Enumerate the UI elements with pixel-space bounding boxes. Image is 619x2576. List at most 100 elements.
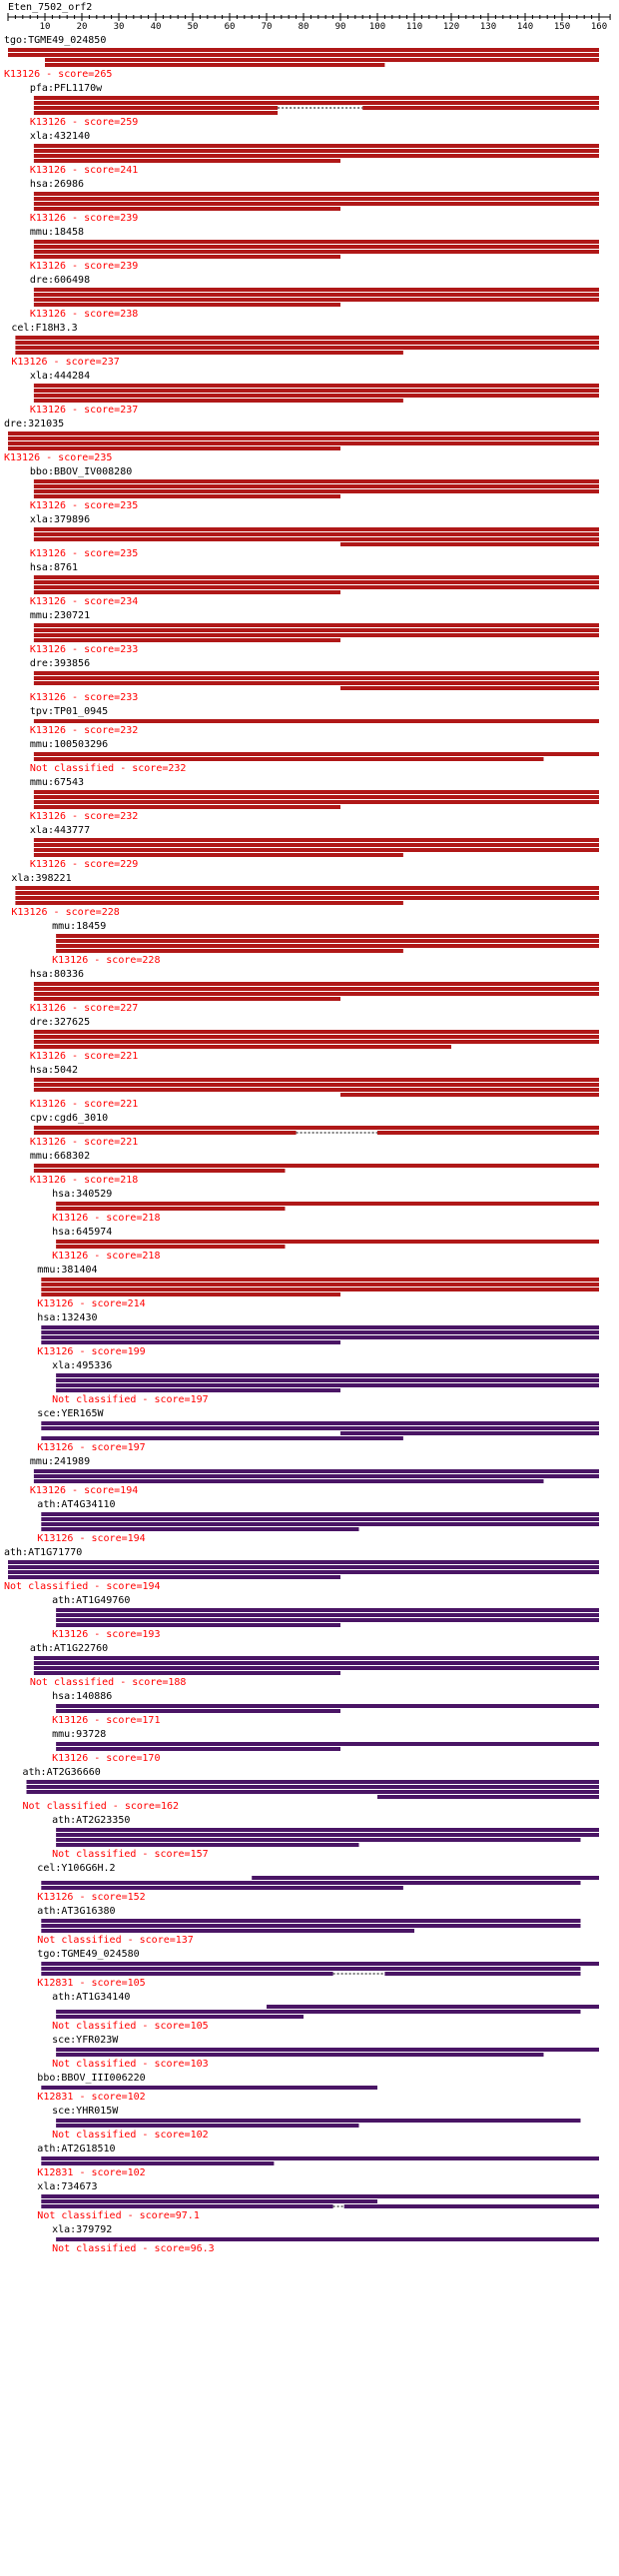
hit-block[interactable]: hsa:80336 K13126 - score=227 — [30, 969, 599, 1014]
gene-id[interactable]: hsa:5042 — [30, 1065, 78, 1076]
hit-block[interactable]: dre:606498 K13126 - score=238 — [30, 275, 599, 320]
hit-block[interactable]: mmu:18459 K13126 - score=228 — [52, 921, 600, 966]
gene-id[interactable]: tgo:TGME49_024850 — [4, 35, 106, 46]
gene-id[interactable]: dre:321035 — [4, 419, 64, 429]
gene-id[interactable]: mmu:241989 — [30, 1456, 90, 1467]
hit-block[interactable]: cel:F18H3.3 K13126 - score=237 — [11, 323, 599, 368]
gene-id[interactable]: mmu:18458 — [30, 227, 84, 238]
hit-block[interactable]: mmu:668302 K13126 - score=218 — [30, 1151, 599, 1186]
gene-id[interactable]: hsa:8761 — [30, 562, 78, 573]
hit-block[interactable]: cel:Y106G6H.2 K13126 - score=152 — [37, 1863, 599, 1903]
hit-block[interactable]: xla:444284 K13126 - score=237 — [30, 371, 599, 416]
hit-block[interactable]: ath:AT1G49760 K13126 - score=193 — [52, 1595, 600, 1640]
hit-block[interactable]: ath:AT4G34110 K13126 - score=194 — [37, 1499, 600, 1544]
hit-block[interactable]: hsa:132430 K13126 - score=199 — [37, 1312, 600, 1357]
gene-id[interactable]: ath:AT2G23350 — [52, 1815, 130, 1826]
hit-block[interactable]: xla:495336 Not classified - score=197 — [52, 1360, 600, 1405]
gene-id[interactable]: mmu:230721 — [30, 610, 90, 621]
gene-id[interactable]: ath:AT4G34110 — [37, 1499, 115, 1510]
hit-block[interactable]: dre:321035 K13126 - score=235 — [4, 419, 599, 463]
hit-block[interactable]: sce:YHR015W Not classified - score=102 — [52, 2106, 581, 2141]
hit-block[interactable]: dre:327625 K13126 - score=221 — [30, 1017, 599, 1062]
hit-block[interactable]: pfa:PFL1170w K13126 - score=259 — [30, 83, 599, 128]
gene-id[interactable]: dre:327625 — [30, 1017, 90, 1028]
hit-block[interactable]: mmu:67543 K13126 - score=232 — [30, 777, 599, 822]
gene-id[interactable]: dre:606498 — [30, 275, 90, 286]
hit-block[interactable]: sce:YER165W K13126 - score=197 — [37, 1408, 600, 1453]
hit-block[interactable]: ath:AT1G22760 Not classified - score=188 — [30, 1643, 599, 1688]
gene-id[interactable]: tpv:TP01_0945 — [30, 706, 108, 717]
hit-block[interactable]: xla:432140 K13126 - score=241 — [30, 131, 599, 176]
hit-block[interactable]: mmu:93728 K13126 - score=170 — [52, 1729, 600, 1764]
gene-id[interactable]: cpv:cgd6_3010 — [30, 1113, 108, 1124]
gene-id[interactable]: hsa:140886 — [52, 1691, 112, 1702]
hit-block[interactable]: dre:393856 K13126 - score=233 — [30, 658, 599, 703]
gene-id[interactable]: hsa:340529 — [52, 1189, 112, 1200]
hit-block[interactable]: bbo:BBOV_III006220 K12831 - score=102 — [37, 2073, 378, 2103]
gene-id[interactable]: dre:393856 — [30, 658, 90, 669]
hit-block[interactable]: bbo:BBOV_IV008280 K13126 - score=235 — [30, 466, 599, 511]
hit-block[interactable]: cpv:cgd6_3010 K13126 - score=221 — [30, 1113, 599, 1148]
gene-id[interactable]: xla:734673 — [37, 2181, 97, 2192]
gene-id[interactable]: ath:AT1G49760 — [52, 1595, 130, 1606]
hit-block[interactable]: tpv:TP01_0945 K13126 - score=232 — [30, 706, 599, 736]
hit-block[interactable]: ath:AT1G34140 Not classified - score=105 — [52, 1992, 599, 2032]
hit-block[interactable]: mmu:18458 K13126 - score=239 — [30, 227, 599, 272]
gene-id[interactable]: sce:YER165W — [37, 1408, 104, 1419]
hit-block[interactable]: tgo:TGME49_024850 K13126 - score=265 — [4, 35, 599, 80]
gene-id[interactable]: bbo:BBOV_III006220 — [37, 2073, 145, 2084]
gene-id[interactable]: tgo:TGME49_024580 — [37, 1949, 139, 1960]
gene-id[interactable]: mmu:100503296 — [30, 739, 108, 750]
hit-block[interactable]: ath:AT2G23350 Not classified - score=157 — [52, 1815, 600, 1860]
gene-id[interactable]: ath:AT1G71770 — [4, 1547, 82, 1558]
gene-id[interactable]: xla:443777 — [30, 825, 90, 836]
gene-id[interactable]: hsa:26986 — [30, 179, 84, 190]
hit-block[interactable]: hsa:26986 K13126 - score=239 — [30, 179, 599, 224]
gene-id[interactable]: hsa:645974 — [52, 1227, 112, 1238]
gene-id[interactable]: cel:Y106G6H.2 — [37, 1863, 115, 1874]
hit-block[interactable]: tgo:TGME49_024580 K12831 - score=105 — [37, 1949, 600, 1989]
gene-id[interactable]: ath:AT2G36660 — [23, 1767, 101, 1778]
gene-id[interactable]: mmu:18459 — [52, 921, 106, 932]
gene-id[interactable]: xla:379896 — [30, 514, 90, 525]
gene-id[interactable]: mmu:668302 — [30, 1151, 90, 1162]
gene-id[interactable]: xla:495336 — [52, 1360, 112, 1371]
hit-block[interactable]: ath:AT2G36660 Not classified - score=162 — [23, 1767, 600, 1812]
hit-block[interactable]: sce:YFR023W Not classified - score=103 — [52, 2035, 600, 2070]
hit-block[interactable]: hsa:140886 K13126 - score=171 — [52, 1691, 600, 1726]
hit-block[interactable]: hsa:340529 K13126 - score=218 — [52, 1189, 600, 1224]
hit-block[interactable]: mmu:100503296 Not classified - score=232 — [30, 739, 599, 774]
hit-block[interactable]: xla:734673 Not classified - score=97.1 — [37, 2181, 600, 2221]
gene-id[interactable]: ath:AT1G34140 — [52, 1992, 130, 2003]
gene-id[interactable]: hsa:80336 — [30, 969, 84, 980]
hit-block[interactable]: hsa:645974 K13126 - score=218 — [52, 1227, 600, 1262]
gene-id[interactable]: sce:YHR015W — [52, 2106, 119, 2117]
gene-id[interactable]: ath:AT3G16380 — [37, 1906, 115, 1917]
gene-id[interactable]: mmu:381404 — [37, 1265, 97, 1276]
hit-block[interactable]: mmu:241989 K13126 - score=194 — [30, 1456, 599, 1496]
hit-block[interactable]: xla:398221 K13126 - score=228 — [11, 873, 599, 918]
hit-block[interactable]: xla:443777 K13126 - score=229 — [30, 825, 599, 870]
gene-id[interactable]: ath:AT2G18510 — [37, 2144, 115, 2154]
gene-id[interactable]: xla:432140 — [30, 131, 90, 142]
gene-id[interactable]: bbo:BBOV_IV008280 — [30, 466, 132, 477]
hit-block[interactable]: xla:379792 Not classified - score=96.3 — [52, 2224, 600, 2254]
hit-block[interactable]: ath:AT1G71770 Not classified - score=194 — [4, 1547, 599, 1592]
hit-block[interactable]: ath:AT2G18510 K12831 - score=102 — [37, 2144, 600, 2178]
gene-id[interactable]: xla:379792 — [52, 2224, 112, 2235]
gene-id[interactable]: hsa:132430 — [37, 1312, 97, 1323]
gene-id[interactable]: mmu:67543 — [30, 777, 84, 788]
gene-id[interactable]: sce:YFR023W — [52, 2035, 119, 2046]
hit-block[interactable]: mmu:230721 K13126 - score=233 — [30, 610, 599, 655]
hit-block[interactable]: mmu:381404 K13126 - score=214 — [37, 1265, 600, 1309]
gene-id[interactable]: cel:F18H3.3 — [11, 323, 77, 334]
gene-id[interactable]: mmu:93728 — [52, 1729, 106, 1740]
hit-block[interactable]: ath:AT3G16380 Not classified - score=137 — [37, 1906, 581, 1946]
gene-id[interactable]: pfa:PFL1170w — [30, 83, 103, 94]
hit-block[interactable]: hsa:8761 K13126 - score=234 — [30, 562, 599, 607]
gene-id[interactable]: ath:AT1G22760 — [30, 1643, 108, 1654]
hit-block[interactable]: xla:379896 K13126 - score=235 — [30, 514, 599, 559]
gene-id[interactable]: xla:444284 — [30, 371, 90, 382]
gene-id[interactable]: xla:398221 — [11, 873, 71, 884]
hit-block[interactable]: hsa:5042 K13126 - score=221 — [30, 1065, 599, 1110]
